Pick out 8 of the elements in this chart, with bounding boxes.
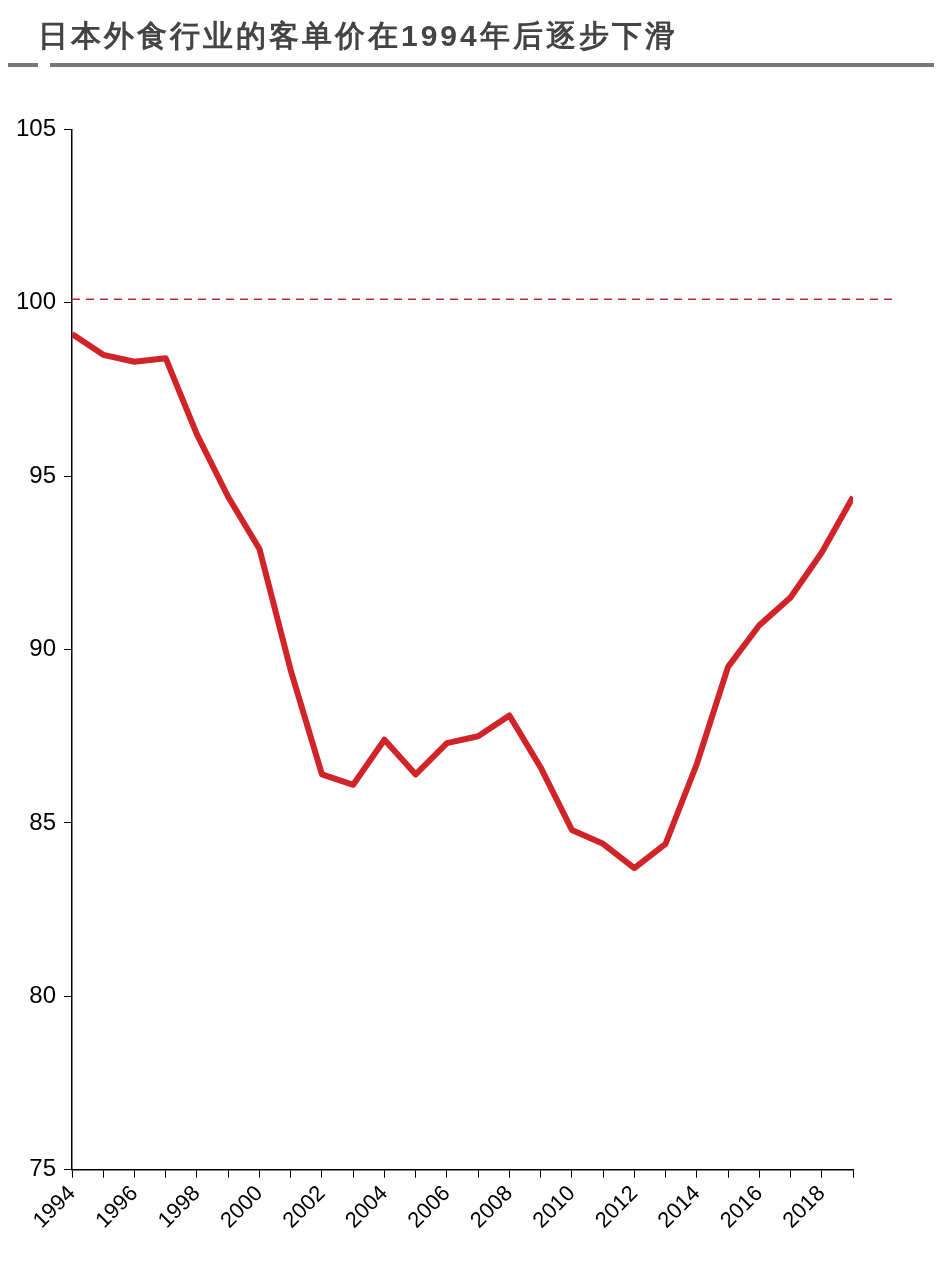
y-tick-label: 100 bbox=[16, 287, 57, 315]
y-tick-label: 95 bbox=[29, 460, 57, 488]
y-tick-label: 75 bbox=[29, 1154, 57, 1182]
y-tick-label: 105 bbox=[16, 114, 57, 142]
y-tick-label: 80 bbox=[29, 980, 57, 1008]
y-tick-label: 85 bbox=[29, 807, 57, 835]
chart-title: 日本外食行业的客单价在1994年后逐步下滑 bbox=[37, 18, 679, 54]
y-tick-label: 90 bbox=[29, 634, 57, 662]
